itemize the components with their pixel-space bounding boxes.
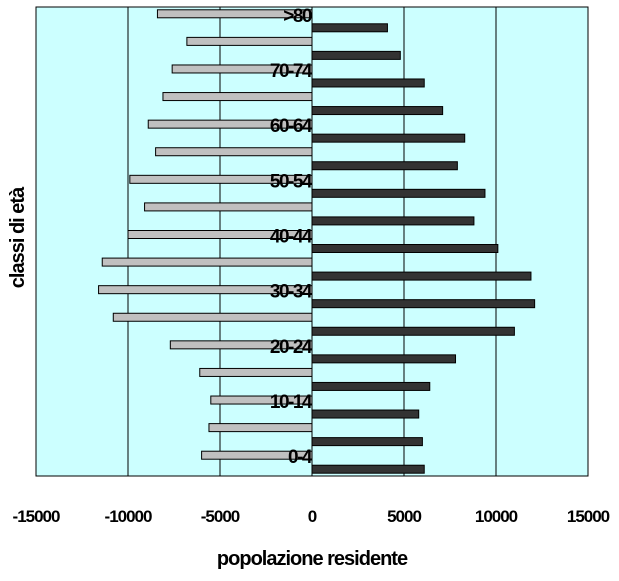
bar-right-30-34	[311, 299, 536, 309]
category-label: 50-54	[270, 171, 313, 192]
bar-left-25-29	[112, 312, 313, 322]
bar-right-5-9	[311, 437, 423, 447]
bar-right-75-79	[311, 50, 401, 60]
x-tick-label: 15000	[567, 507, 610, 526]
category-label: 60-64	[270, 116, 313, 137]
bar-right-60-64	[311, 133, 466, 143]
bar-left-15-19	[199, 367, 313, 377]
category-label: 40-44	[270, 227, 313, 248]
category-label: >80	[283, 6, 312, 27]
bar-right-65-69	[311, 106, 444, 116]
category-label: 0-4	[288, 447, 313, 468]
bar-right->80	[311, 23, 388, 33]
bar-right-50-54	[311, 188, 486, 198]
bar-right-40-44	[311, 244, 499, 253]
bar-right-15-19	[311, 381, 431, 391]
bar-left-65-69	[162, 92, 313, 102]
bar-left-75-79	[186, 36, 313, 46]
bar-right-70-74	[311, 78, 425, 88]
bar-right-55-59	[311, 161, 458, 171]
bar-right-25-29	[311, 326, 515, 336]
bar-right-10-14	[311, 409, 420, 419]
bar-left-55-59	[155, 147, 313, 157]
bar-left-45-49	[144, 202, 313, 212]
category-label: 30-34	[270, 282, 313, 303]
bar-right-0-4	[311, 464, 425, 474]
x-tick-label: 0	[308, 507, 317, 526]
bar-right-45-49	[311, 216, 475, 226]
x-tick-label: -5000	[201, 507, 240, 526]
x-axis-title: popolazione residente	[217, 548, 408, 570]
x-tick-label: 5000	[387, 507, 421, 526]
x-tick-label: 10000	[475, 507, 518, 526]
bar-right-20-24	[311, 354, 457, 364]
category-label: 70-74	[270, 61, 313, 82]
category-label: 20-24	[270, 337, 313, 358]
category-labels: 0-4 10-14 20-24 30-34 40-44 50-54 60-64 70-74 >8…	[270, 6, 315, 468]
x-tick-labels: -15000 -10000 -5000 0 5000 10000 15000	[13, 507, 611, 526]
category-label: 10-14	[270, 392, 313, 413]
bars	[98, 9, 536, 474]
y-axis-title: classi di età	[7, 186, 29, 288]
bar-right-35-39	[311, 271, 532, 281]
x-tick-label: -10000	[105, 507, 152, 526]
bar-left-5-9	[208, 423, 313, 433]
x-tick-label: -15000	[13, 507, 60, 526]
bar-left-35-39	[101, 257, 313, 267]
